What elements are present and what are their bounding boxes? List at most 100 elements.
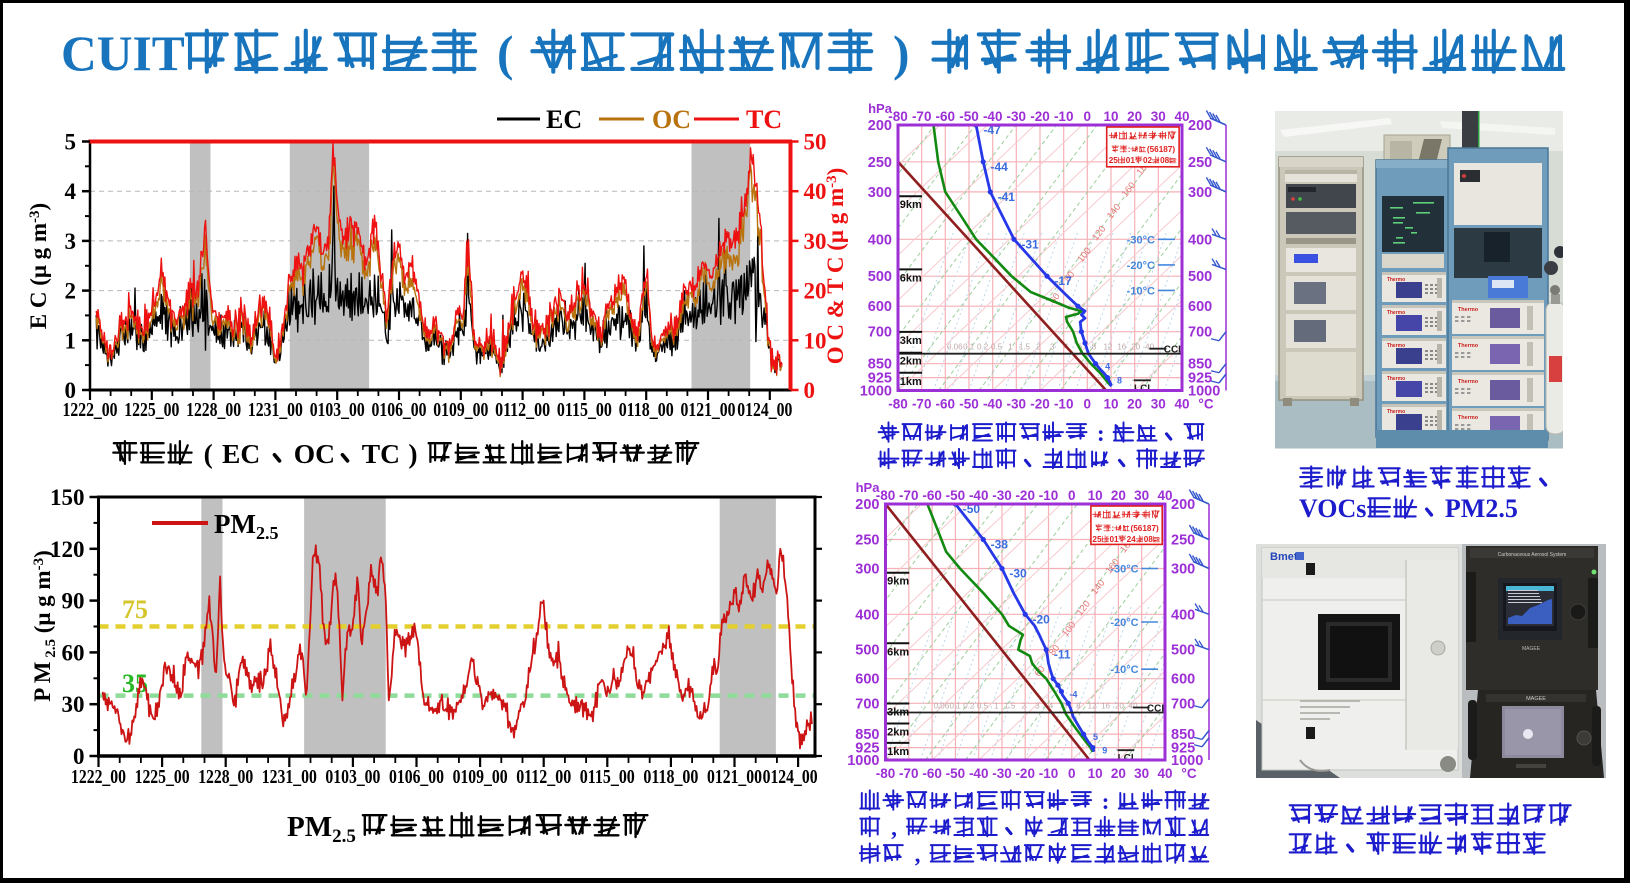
svg-text:-10: -10 bbox=[1039, 488, 1059, 503]
svg-text:-20°C: -20°C bbox=[1110, 617, 1138, 629]
svg-text:400: 400 bbox=[1171, 607, 1195, 623]
svg-text:OC: OC bbox=[294, 438, 335, 469]
svg-text:10: 10 bbox=[1103, 109, 1118, 124]
svg-text:500: 500 bbox=[868, 269, 892, 285]
svg-text:-20: -20 bbox=[1030, 109, 1050, 124]
svg-text:(: ( bbox=[204, 438, 213, 469]
svg-text:8: 8 bbox=[1076, 702, 1081, 711]
svg-text:(56187): (56187) bbox=[1131, 524, 1159, 533]
svg-text:400: 400 bbox=[1188, 232, 1212, 248]
svg-text:0106_00: 0106_00 bbox=[389, 766, 444, 788]
svg-text:3: 3 bbox=[1050, 343, 1055, 352]
svg-text:-70: -70 bbox=[912, 397, 932, 412]
svg-text:,: , bbox=[915, 842, 921, 868]
svg-text:600: 600 bbox=[1188, 299, 1212, 315]
svg-text:400: 400 bbox=[855, 607, 879, 623]
svg-text:40: 40 bbox=[804, 179, 827, 204]
svg-text:0124_00: 0124_00 bbox=[737, 399, 792, 421]
svg-text:-30°C: -30°C bbox=[1127, 234, 1155, 246]
svg-text:40: 40 bbox=[1157, 488, 1172, 503]
svg-text:1222_00: 1222_00 bbox=[63, 399, 118, 421]
svg-text:-20: -20 bbox=[1015, 766, 1035, 781]
svg-text:0.5: 0.5 bbox=[991, 343, 1003, 352]
svg-text:3: 3 bbox=[65, 229, 77, 254]
svg-text:40: 40 bbox=[1157, 766, 1172, 781]
svg-text:1228_00: 1228_00 bbox=[198, 766, 253, 788]
svg-text:10: 10 bbox=[1088, 766, 1103, 781]
svg-text:1228_00: 1228_00 bbox=[186, 399, 241, 421]
svg-text:700: 700 bbox=[1188, 325, 1212, 341]
svg-text:250: 250 bbox=[1171, 533, 1195, 549]
svg-text:500: 500 bbox=[1188, 269, 1212, 285]
svg-text:-20: -20 bbox=[1015, 488, 1035, 503]
svg-text:-70: -70 bbox=[912, 109, 932, 124]
svg-text:-31: -31 bbox=[1021, 237, 1039, 251]
svg-text:30: 30 bbox=[804, 229, 827, 254]
svg-text::: : bbox=[1097, 421, 1105, 447]
svg-text:0.2: 0.2 bbox=[963, 702, 975, 711]
svg-text:-40: -40 bbox=[983, 397, 1003, 412]
svg-text:0109_00: 0109_00 bbox=[453, 766, 508, 788]
svg-text:-40: -40 bbox=[983, 109, 1003, 124]
svg-text:-10: -10 bbox=[1054, 109, 1074, 124]
svg-text:1: 1 bbox=[65, 328, 77, 353]
svg-text:120: 120 bbox=[50, 537, 85, 562]
svg-text:-30°C: -30°C bbox=[1110, 564, 1138, 576]
svg-text:1km: 1km bbox=[887, 746, 909, 758]
svg-text:OC: OC bbox=[652, 105, 691, 134]
svg-text:PM2.5: PM2.5 bbox=[1445, 494, 1518, 523]
svg-text::: : bbox=[1111, 524, 1114, 533]
svg-text:0.5: 0.5 bbox=[977, 702, 989, 711]
svg-text:300: 300 bbox=[855, 562, 879, 578]
svg-text:(56187): (56187) bbox=[1147, 145, 1175, 154]
svg-text:600: 600 bbox=[1171, 672, 1195, 688]
svg-text:200: 200 bbox=[1188, 118, 1212, 134]
svg-text:2: 2 bbox=[65, 279, 77, 304]
svg-text:25: 25 bbox=[1109, 156, 1119, 165]
svg-text:5: 5 bbox=[1093, 732, 1098, 742]
svg-text:1.5: 1.5 bbox=[1019, 343, 1031, 352]
svg-text:-4: -4 bbox=[1069, 690, 1077, 700]
svg-text:25: 25 bbox=[1092, 535, 1102, 544]
svg-text:01: 01 bbox=[1126, 156, 1136, 165]
svg-text:LCL: LCL bbox=[1118, 753, 1137, 764]
svg-text:10: 10 bbox=[1103, 397, 1118, 412]
svg-text:-10°C: -10°C bbox=[1127, 285, 1155, 297]
svg-text:Bmet: Bmet bbox=[1270, 551, 1298, 563]
svg-text:1000: 1000 bbox=[1171, 753, 1203, 769]
svg-text:-60: -60 bbox=[922, 766, 942, 781]
svg-text:0106_00: 0106_00 bbox=[372, 399, 427, 421]
svg-text:-20: -20 bbox=[1033, 612, 1051, 626]
svg-text:-30: -30 bbox=[1007, 109, 1027, 124]
svg-text:0103_00: 0103_00 bbox=[310, 399, 365, 421]
svg-text::: : bbox=[1128, 145, 1131, 154]
svg-text:-10°C: -10°C bbox=[1110, 664, 1138, 676]
svg-text:-50: -50 bbox=[959, 397, 979, 412]
svg-text:Thermo: Thermo bbox=[1387, 409, 1405, 415]
svg-text:150: 150 bbox=[50, 485, 85, 510]
svg-text:0.06: 0.06 bbox=[947, 343, 963, 352]
svg-text:0118_00: 0118_00 bbox=[619, 399, 674, 421]
svg-text:2: 2 bbox=[1036, 343, 1041, 352]
svg-text:6: 6 bbox=[1062, 702, 1067, 711]
svg-text:Thermo: Thermo bbox=[1458, 343, 1479, 349]
svg-text:-30: -30 bbox=[1009, 567, 1027, 581]
svg-text:-50: -50 bbox=[946, 766, 966, 781]
svg-text:850: 850 bbox=[855, 727, 879, 743]
svg-text:3km: 3km bbox=[900, 335, 922, 347]
svg-text:-38: -38 bbox=[991, 538, 1009, 552]
svg-text:°C: °C bbox=[1181, 766, 1196, 781]
svg-text:300: 300 bbox=[1188, 185, 1212, 201]
svg-text:-70: -70 bbox=[899, 488, 919, 503]
svg-text:6km: 6km bbox=[900, 272, 922, 284]
svg-text:hPa: hPa bbox=[856, 480, 881, 495]
svg-text:20: 20 bbox=[1127, 397, 1142, 412]
svg-text:75: 75 bbox=[122, 595, 148, 624]
svg-text:Carbonaceous Aerosol System: Carbonaceous Aerosol System bbox=[1498, 552, 1567, 558]
svg-text:-30: -30 bbox=[1007, 397, 1027, 412]
svg-text:1.5: 1.5 bbox=[1004, 702, 1016, 711]
svg-text:MAGEE: MAGEE bbox=[1522, 646, 1541, 652]
svg-text:-60: -60 bbox=[936, 397, 956, 412]
svg-text:40: 40 bbox=[1145, 343, 1154, 352]
svg-text:700: 700 bbox=[1171, 696, 1195, 712]
